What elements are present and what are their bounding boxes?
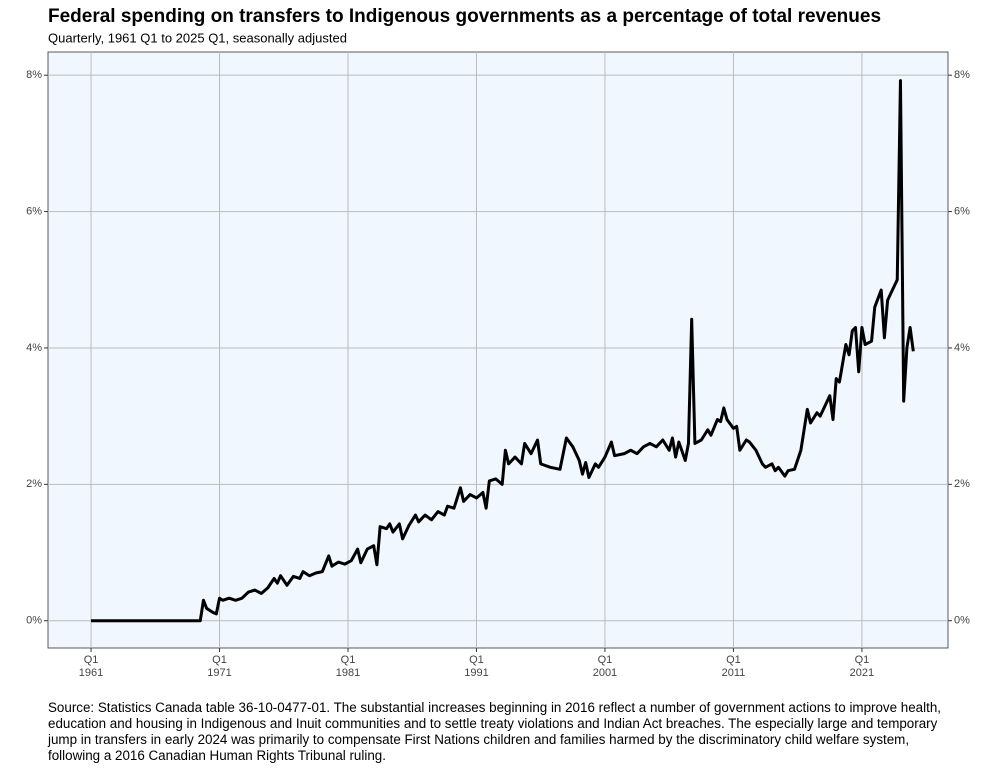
y-tick-label: 0%: [26, 615, 42, 627]
chart-title: Federal spending on transfers to Indigen…: [48, 6, 881, 27]
y2-tick-label: 0%: [954, 615, 970, 627]
x-tick-label: Q1 2001: [593, 654, 617, 679]
chart: Federal spending on transfers to Indigen…: [26, 6, 970, 679]
x-tick-label: Q1 1991: [464, 654, 488, 679]
y2-tick-label: 4%: [954, 342, 970, 354]
y2-tick-label: 2%: [954, 478, 970, 490]
x-tick-label: Q1 1961: [79, 654, 103, 679]
x-tick-label: Q1 2021: [850, 654, 874, 679]
y2-tick-label: 8%: [954, 69, 970, 81]
x-tick-label: Q1 1971: [207, 654, 231, 679]
y-tick-label: 8%: [26, 69, 42, 81]
y2-tick-label: 6%: [954, 205, 970, 217]
chart-subtitle: Quarterly, 1961 Q1 to 2025 Q1, seasonall…: [48, 30, 347, 45]
y-tick-label: 2%: [26, 478, 42, 490]
y-tick-label: 4%: [26, 342, 42, 354]
plot-area: [47, 51, 949, 649]
x-tick-label: Q1 2011: [722, 654, 746, 679]
y-tick-label: 6%: [26, 205, 42, 217]
data-line: [91, 79, 915, 623]
x-tick-label: Q1 1981: [336, 654, 360, 679]
source-note: Source: Statistics Canada table 36-10-04…: [48, 700, 941, 763]
